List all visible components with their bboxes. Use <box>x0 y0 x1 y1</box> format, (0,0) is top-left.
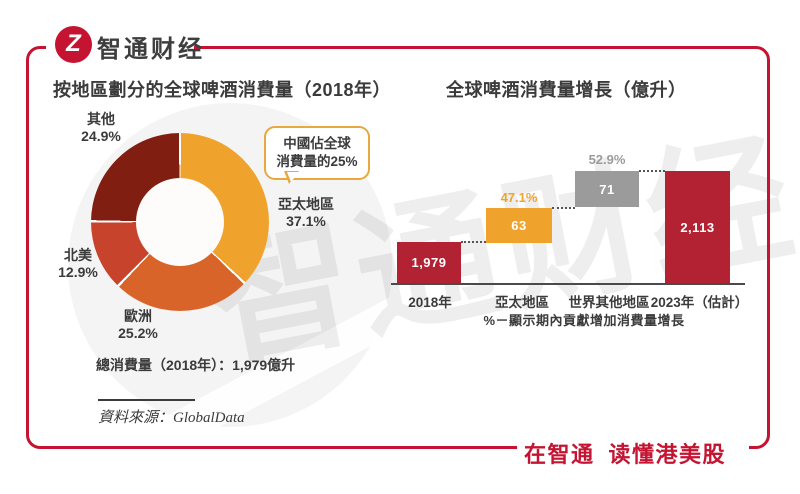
callout-line2-text: 消費量的 <box>276 154 331 170</box>
bar-value: 2,113 <box>680 219 715 235</box>
waterfall-bar-2018: 1,979 <box>397 242 461 283</box>
slice-value: 37.1% <box>286 213 326 230</box>
category-label-rest-of-world: 世界其他地區 <box>568 295 650 310</box>
callout-line2: 消費量的25% <box>268 153 366 171</box>
pct-label-rest-of-world: 52.9% <box>588 152 626 167</box>
logo-z-glyph: Z <box>66 29 81 57</box>
slogan-part1: 在智通 <box>524 442 595 467</box>
donut-chart-title: 按地區劃分的全球啤酒消費量（2018年） <box>53 80 392 100</box>
brand-slogan: 在智通 读懂港美股 <box>524 437 726 469</box>
slice-name: 亞太地區 <box>278 196 334 212</box>
waterfall-bar-rest-of-world: 71 <box>575 171 639 207</box>
bar-value: 63 <box>511 218 527 233</box>
donut-label-europe: 歐洲 25.2% <box>99 308 177 342</box>
slice-value: 25.2% <box>118 325 158 342</box>
donut-label-asia-pacific: 亞太地區 37.1% <box>262 196 350 230</box>
bar-value: 71 <box>599 181 615 197</box>
brand-logo-icon: Z <box>55 26 92 63</box>
callout-line2-bold: 25% <box>330 154 358 170</box>
donut-label-north-america: 北美 12.9% <box>39 247 117 281</box>
slice-name: 歐洲 <box>124 308 152 324</box>
decorative-frame-border <box>26 46 770 449</box>
frame-gap-bottom <box>517 440 749 456</box>
category-label-2023: 2023年（估計） <box>650 295 749 310</box>
china-callout-bubble: 中國佔全球 消費量的25% <box>264 126 370 185</box>
category-label-asia-pacific: 亞太地區 <box>495 295 549 310</box>
waterfall-connector-3 <box>639 170 665 172</box>
data-source: 資料來源：GlobalData <box>98 410 245 426</box>
brand-name: 智通财经 <box>97 36 205 63</box>
slice-value: 24.9% <box>81 128 121 145</box>
slice-name: 其他 <box>87 111 115 127</box>
donut-label-others: 其他 24.9% <box>62 111 140 145</box>
donut-chart <box>91 133 269 311</box>
pct-label-asia-pacific: 47.1% <box>500 190 538 205</box>
waterfall-x-axis <box>391 283 745 285</box>
slice-value: 12.9% <box>58 264 98 281</box>
total-consumption-label: 總消費量（2018年）：1,979億升 <box>96 357 296 373</box>
slogan-part2: 读懂港美股 <box>608 442 727 467</box>
source-divider <box>98 399 195 401</box>
waterfall-bar-2023: 2,113 <box>665 171 730 283</box>
bar-value: 1,979 <box>411 255 447 270</box>
waterfall-connector-2 <box>552 207 575 209</box>
waterfall-footnote: %－顯示期內貢獻增加消費量增長 <box>483 313 685 328</box>
donut-hole <box>136 178 224 266</box>
waterfall-chart-title: 全球啤酒消費量增長（億升） <box>446 80 687 100</box>
callout-line1: 中國佔全球 <box>283 136 351 151</box>
waterfall-bar-asia-pacific: 63 <box>486 208 552 243</box>
waterfall-connector-1 <box>461 241 486 243</box>
category-label-2018: 2018年 <box>408 295 452 310</box>
slice-name: 北美 <box>64 247 92 263</box>
